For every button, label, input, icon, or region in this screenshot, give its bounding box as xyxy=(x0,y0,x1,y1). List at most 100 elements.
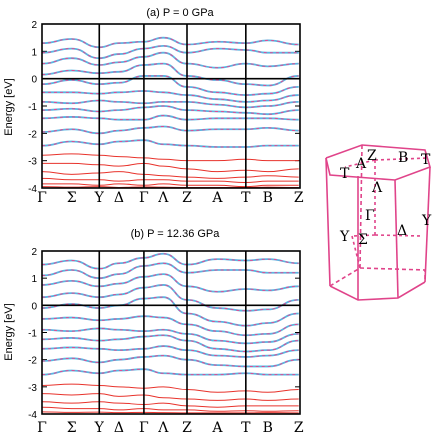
ytick-label: -4 xyxy=(28,184,37,195)
ytick-label: -2 xyxy=(28,356,37,367)
kpoint-label: B xyxy=(263,420,273,436)
brillouin-zone-diagram: Z A B T T Λ Γ Y Σ Δ Y xyxy=(325,144,432,301)
kpoint-label: Z xyxy=(182,420,192,436)
band-5 xyxy=(41,315,299,337)
bz-edge-front-right xyxy=(394,179,399,299)
bz-bottom-face xyxy=(329,281,426,301)
brillouin-zone-labels: Z A B T T Λ Γ Y Σ Δ Y xyxy=(339,148,432,248)
valence-band-4 xyxy=(42,183,299,188)
plot-frame xyxy=(41,23,301,189)
band-3 xyxy=(41,62,299,87)
band-dash-10 xyxy=(41,139,299,148)
band-dash-10 xyxy=(41,368,299,376)
valence-band-4 xyxy=(41,411,299,414)
ytick-label: -3 xyxy=(28,383,37,394)
valence-band-0 xyxy=(41,383,299,393)
bz-label-z: Z xyxy=(367,148,377,164)
kpoint-label: T xyxy=(241,190,251,206)
band-panel-a: (a) P = 0 GPa Energy [eV] 2 1 0 -1 -2 -3 -4 Γ Σ… xyxy=(3,7,304,206)
kpoint-label: Z xyxy=(294,190,304,206)
kpoint-label: Σ xyxy=(67,190,77,206)
band-dash-3 xyxy=(41,284,299,312)
ytick-label: 0 xyxy=(31,75,37,86)
kpoint-label: Γ xyxy=(37,420,47,436)
band-dash-5 xyxy=(41,90,299,103)
bz-line-gamma-y-right xyxy=(374,234,423,237)
bz-hidden-edges xyxy=(329,267,426,287)
kpoint-label: Γ xyxy=(139,190,149,206)
ytick-label: 2 xyxy=(31,20,37,31)
bz-edge-right xyxy=(424,166,431,283)
band-dash-2 xyxy=(41,273,299,293)
band-4 xyxy=(41,296,299,327)
valence-band-0 xyxy=(41,153,299,162)
band-dash-9 xyxy=(41,355,299,367)
ytick-label: 0 xyxy=(31,301,37,312)
band-10 xyxy=(41,368,299,376)
bz-line-za xyxy=(344,159,376,168)
band-dash-8 xyxy=(41,345,299,358)
kpoint-label: Λ xyxy=(157,420,169,436)
panel-a-title: (a) P = 0 GPa xyxy=(146,7,214,19)
panel-a-plot xyxy=(41,23,301,189)
panel-b-title: (b) P = 12.36 GPa xyxy=(131,228,221,240)
band-dash-7 xyxy=(41,334,299,353)
band-3 xyxy=(41,284,299,312)
bz-label-t-left: T xyxy=(340,166,350,182)
ytick-label: -4 xyxy=(28,410,37,421)
band-10 xyxy=(41,139,299,148)
band-dash-4 xyxy=(41,75,299,96)
kpoint-label: A xyxy=(211,190,223,206)
bz-label-t-right: T xyxy=(421,152,431,168)
band-dash-3 xyxy=(41,63,299,87)
ytick-label: -1 xyxy=(28,102,37,113)
valence-band-1 xyxy=(42,162,299,173)
valence-band-2 xyxy=(41,171,299,179)
kpoint-label: Z xyxy=(182,190,192,206)
plot-frame xyxy=(41,250,301,415)
band-dash-0 xyxy=(41,253,299,270)
band-dash-1 xyxy=(41,45,299,59)
brillouin-zone-edges xyxy=(325,144,431,301)
band-7 xyxy=(41,105,299,116)
valence-band-3 xyxy=(41,177,299,184)
bz-label-b: B xyxy=(398,150,408,166)
bz-label-y-left: Y xyxy=(339,229,350,245)
ytick-label: -3 xyxy=(28,157,37,168)
bz-line-gamma-y-left xyxy=(351,234,376,237)
band-dash-7 xyxy=(41,105,299,115)
valence-band-3 xyxy=(41,406,299,412)
band-dash-5 xyxy=(41,315,299,336)
kpoint-label: Σ xyxy=(67,420,77,436)
ytick-label: -1 xyxy=(28,329,37,340)
band-dash-4 xyxy=(41,296,299,327)
kpoint-label: Γ xyxy=(139,420,149,436)
band-9 xyxy=(41,354,299,368)
ytick-label: -2 xyxy=(28,129,37,140)
bz-edge-left xyxy=(325,157,331,287)
band-dash-2 xyxy=(41,52,299,69)
band-dash-6 xyxy=(41,100,299,108)
valence-band-1 xyxy=(41,393,299,401)
ytick-label: 1 xyxy=(31,274,37,285)
bz-label-a: A xyxy=(355,156,367,172)
panel-b-ylabel: Energy [eV] xyxy=(3,303,15,360)
band-dash-1 xyxy=(41,262,299,279)
bz-label-lambda: Λ xyxy=(371,180,383,196)
valence-band-2 xyxy=(41,401,299,408)
band-7 xyxy=(41,334,299,353)
panel-a-ylabel: Energy [eV] xyxy=(3,78,15,135)
band-dash-9 xyxy=(41,125,299,134)
band-panel-b: (b) P = 12.36 GPa Energy [eV] 2 1 0 -1 -2 -3 -… xyxy=(3,228,304,436)
band-dash-0 xyxy=(41,37,299,48)
kpoint-label: Z xyxy=(294,420,304,436)
band-0 xyxy=(41,36,299,49)
kpoint-label: Y xyxy=(94,190,105,206)
bz-label-y-right: Y xyxy=(421,213,432,229)
band-dash-8 xyxy=(41,115,299,121)
ytick-label: 2 xyxy=(31,247,37,258)
kpoint-label: Γ xyxy=(37,190,47,206)
bz-line-zb xyxy=(374,157,429,161)
